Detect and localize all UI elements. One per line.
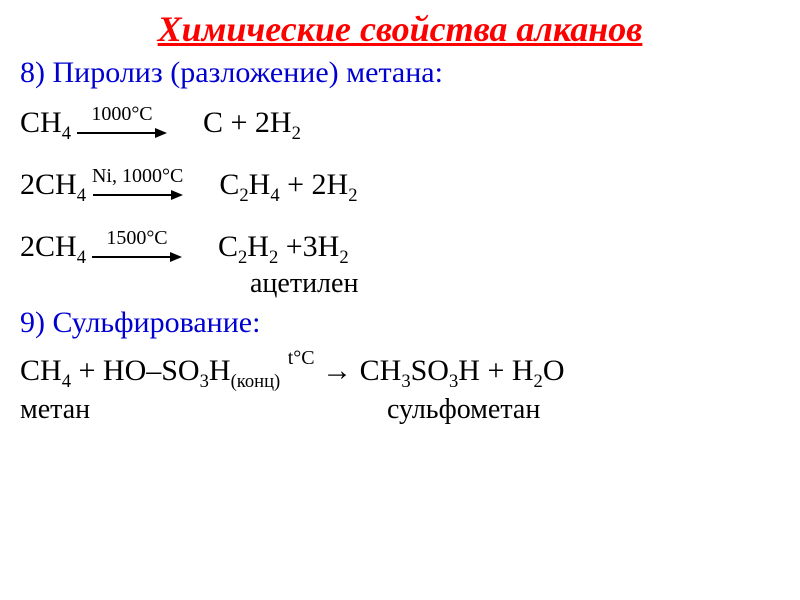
- r2-rhs-b: H: [249, 168, 271, 201]
- r4-labels: метан сульфометан: [20, 394, 780, 426]
- section-9-number: 9): [20, 306, 45, 339]
- r3-condition: 1500°C: [106, 228, 167, 248]
- r3-rhs-b-sub: 2: [269, 247, 278, 268]
- r1-rhs-text: C + 2H: [203, 106, 292, 139]
- section-9-label: Сульфирование:: [53, 306, 261, 339]
- r4-arrow: →: [315, 354, 360, 387]
- page-title: Химические свойства алканов: [20, 8, 780, 50]
- r1-lhs-text: CH: [20, 106, 62, 139]
- r2-rhs: C2H4 + 2H2: [219, 168, 357, 202]
- r3-lhs-text: 2CH: [20, 230, 77, 263]
- r4-lhs-b-sub: 3: [200, 371, 209, 392]
- r4-product-label: сульфометан: [387, 394, 540, 425]
- r4-rhs-b-sub: 3: [449, 371, 458, 392]
- r1-lhs-sub: 4: [62, 123, 71, 144]
- arrow-icon: [92, 250, 182, 264]
- r2-rhs-c: + 2H: [280, 168, 349, 201]
- r2-lhs: 2CH4: [20, 168, 86, 202]
- arrow-icon: [93, 188, 183, 202]
- r3-rhs-b: H: [247, 230, 269, 263]
- r1-rhs-sub: 2: [292, 123, 301, 144]
- r4-rhs-c-sub: 2: [534, 371, 543, 392]
- r4-rhs-a-sub: 3: [401, 371, 410, 392]
- r3-product-stack: C2H2: [218, 230, 278, 264]
- r2-lhs-text: 2CH: [20, 168, 77, 201]
- r2-arrow: Ni, 1000°C: [92, 166, 183, 202]
- r1-condition: 1000°C: [91, 104, 152, 124]
- reaction-4: CH4 + HO–SO3H(конц) t°C → CH3SO3H + H2O: [20, 354, 780, 388]
- r4-reactant-label: метан: [20, 394, 380, 426]
- r1-arrow: 1000°C: [77, 104, 167, 140]
- r4-rhs: CH3SO3H + H2O: [360, 354, 565, 387]
- r2-rhs-c-sub: 2: [348, 185, 357, 206]
- r4-rhs-c: H + H: [458, 354, 533, 387]
- r1-rhs: C + 2H2: [203, 106, 301, 140]
- r3-arrow: 1500°C: [92, 228, 182, 264]
- r3-lhs: 2CH4: [20, 230, 86, 264]
- r4-rhs-b: SO: [411, 354, 449, 387]
- r3-rhs: C2H2 +3H2: [218, 230, 349, 264]
- r4-lhs-a-sub: 4: [62, 371, 71, 392]
- r3-rhs-a-sub: 2: [238, 247, 247, 268]
- r4-lhs-state: (конц): [231, 371, 281, 392]
- r3-lhs-sub: 4: [77, 247, 86, 268]
- reaction-3: 2CH4 1500°C C2H2 +3H2: [20, 228, 780, 264]
- r4-lhs-a: CH: [20, 354, 62, 387]
- r4-lhs-b: + HO–SO: [71, 354, 200, 387]
- r4-lhs-c: H: [209, 354, 231, 387]
- r2-lhs-sub: 4: [77, 185, 86, 206]
- section-8-heading: 8) Пиролиз (разложение) метана:: [20, 56, 780, 90]
- reaction-1: CH4 1000°C C + 2H2: [20, 104, 780, 140]
- r2-rhs-a-sub: 2: [239, 185, 248, 206]
- r2-condition: Ni, 1000°C: [92, 166, 183, 186]
- r3-product-label: ацетилен: [250, 270, 780, 298]
- r3-rhs-a: C: [218, 230, 238, 263]
- r4-condition: t°C: [288, 347, 315, 369]
- r2-rhs-b-sub: 4: [270, 185, 279, 206]
- r4-rhs-a: CH: [360, 354, 402, 387]
- r1-lhs: CH4: [20, 106, 71, 140]
- arrow-icon: [77, 126, 167, 140]
- section-9-heading: 9) Сульфирование:: [20, 306, 780, 340]
- r3-rhs-tail-sub: 2: [339, 247, 348, 268]
- r4-lhs: CH4 + HO–SO3H(конц): [20, 354, 288, 387]
- r2-rhs-a: C: [219, 168, 239, 201]
- r4-rhs-d: O: [543, 354, 565, 387]
- section-8-number: 8): [20, 56, 45, 89]
- section-8-label: Пиролиз (разложение) метана:: [53, 56, 443, 89]
- r3-rhs-tail: +3H: [278, 230, 339, 263]
- reaction-2: 2CH4 Ni, 1000°C C2H4 + 2H2: [20, 166, 780, 202]
